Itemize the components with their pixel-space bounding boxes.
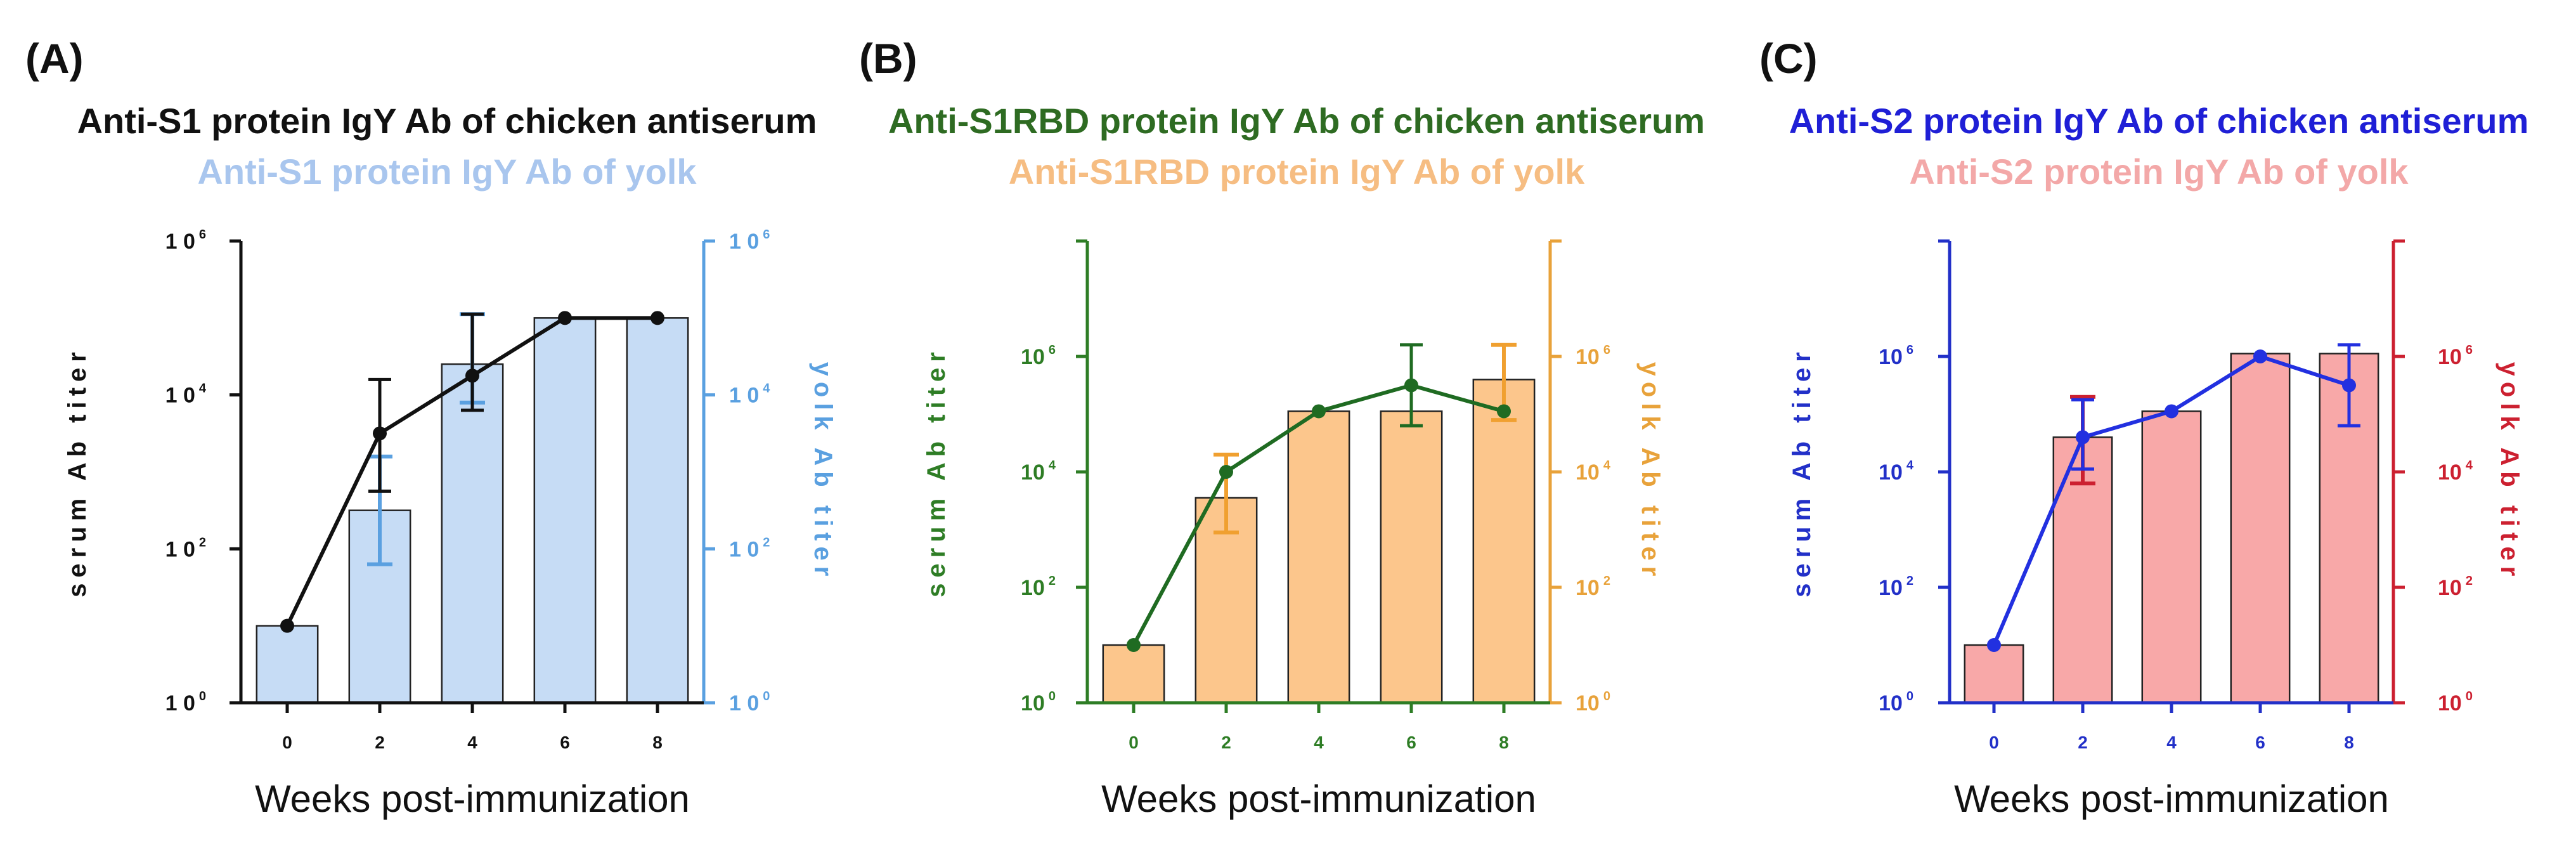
y-axis-label-right: yolk Ab titer — [1636, 362, 1664, 582]
y-tick-label-left: 10 2 — [1879, 574, 1913, 600]
point-serum-week-2 — [2076, 430, 2090, 445]
x-tick-label-week-8: 8 — [652, 733, 663, 752]
x-tick-label-week-4: 4 — [2166, 733, 2177, 752]
y-tick-label-left: 10 6 — [1021, 343, 1056, 369]
point-serum-week-6 — [1404, 378, 1418, 393]
point-serum-week-2 — [1219, 465, 1233, 479]
bar-yolk-week-6 — [2230, 353, 2291, 704]
y-tick-label-right: 10 4 — [2438, 459, 2473, 485]
point-serum-week-4 — [2165, 404, 2178, 419]
chart-title-yolk: Anti-S2 protein IgY Ab of yolk — [1909, 152, 2409, 192]
y-tick-label-left: 10 0 — [1879, 689, 1913, 715]
bar-yolk-week-6 — [1380, 410, 1443, 704]
chart-title-yolk: Anti-S1 protein IgY Ab of yolk — [197, 152, 697, 192]
bar-yolk-week-4 — [1287, 410, 1350, 704]
y-tick-label-left: 10 4 — [1879, 459, 1914, 485]
x-axis-label: Weeks post-immunization — [1954, 778, 2389, 820]
y-axis-label-left: serum Ab titer — [1788, 346, 1816, 597]
panel-letter: (B) — [859, 35, 917, 82]
chart-title-yolk: Anti-S1RBD protein IgY Ab of yolk — [1009, 152, 1585, 192]
y-tick-label-right: 10 6 — [2438, 343, 2473, 369]
x-tick-label-week-8: 8 — [1499, 733, 1509, 752]
y-tick-label-right: 10 6 — [1576, 343, 1610, 369]
x-tick-label-week-0: 0 — [282, 733, 292, 752]
x-tick-label-week-4: 4 — [1314, 733, 1324, 752]
y-tick-label-right: 10 4 — [1576, 459, 1611, 485]
y-tick-label-left: 10 6 — [1879, 343, 1913, 369]
y-tick-label-right: 10 0 — [2438, 689, 2473, 715]
panel-c: (C) Anti-S2 protein IgY Ab of chicken ant… — [1759, 35, 2528, 820]
x-tick-label-week-2: 2 — [375, 733, 385, 752]
bar-yolk-week-0 — [1102, 644, 1165, 704]
x-tick-label-week-2: 2 — [1221, 733, 1231, 752]
x-tick-label-week-0: 0 — [1989, 733, 1999, 752]
y-tick-label-left: 10 4 — [1021, 459, 1056, 485]
bar-yolk-week-4 — [441, 363, 504, 704]
x-tick-label-week-2: 2 — [2078, 733, 2088, 752]
point-serum-week-0 — [1987, 638, 2001, 652]
chart-title-antiserum: Anti-S2 protein IgY Ab of chicken antise… — [1789, 101, 2529, 141]
x-axis-label: Weeks post-immunization — [255, 778, 690, 820]
point-serum-week-0 — [1127, 638, 1141, 652]
y-tick-label-right: 10 2 — [1576, 574, 1610, 600]
x-tick-label-week-8: 8 — [2344, 733, 2354, 752]
panel-b: (B) Anti-S1RBD protein IgY Ab of chicken … — [859, 35, 1705, 820]
point-serum-week-2 — [373, 426, 387, 441]
y-tick-label-left: 10 2 — [1021, 574, 1056, 600]
bar-yolk-week-0 — [1964, 644, 2024, 704]
chart-title-antiserum: Anti-S1 protein IgY Ab of chicken antise… — [77, 101, 817, 141]
x-tick-label-week-6: 6 — [560, 733, 570, 752]
y-axis-label-left: serum Ab titer — [63, 346, 91, 597]
y-tick-label-right: 10 0 — [1576, 689, 1610, 715]
point-serum-week-4 — [1312, 404, 1326, 419]
point-serum-week-8 — [1497, 404, 1511, 419]
x-tick-label-week-6: 6 — [1406, 733, 1416, 752]
bar-yolk-week-6 — [533, 317, 597, 704]
bar-yolk-week-8 — [626, 317, 689, 704]
y-axis-label-right: yolk Ab titer — [809, 362, 837, 582]
x-tick-label-week-6: 6 — [2255, 733, 2265, 752]
bar-yolk-week-4 — [2141, 410, 2202, 704]
panel-letter: (A) — [25, 35, 84, 82]
y-tick-label-left: 10 0 — [1021, 689, 1056, 715]
point-serum-week-8 — [650, 311, 664, 325]
point-serum-week-6 — [558, 311, 572, 325]
panel-a: (A) Anti-S1 protein IgY Ab of chicken ant… — [25, 35, 837, 820]
point-serum-week-0 — [280, 618, 294, 633]
point-serum-week-4 — [465, 369, 479, 383]
panel-letter: (C) — [1759, 35, 1818, 82]
y-axis-label-right: yolk Ab titer — [2495, 362, 2523, 582]
bar-yolk-week-0 — [256, 625, 319, 704]
y-axis-label-left: serum Ab titer — [922, 346, 950, 597]
bar-yolk-week-8 — [1472, 379, 1536, 704]
chart-title-antiserum: Anti-S1RBD protein IgY Ab of chicken ant… — [888, 101, 1705, 141]
x-tick-label-week-0: 0 — [1129, 733, 1139, 752]
x-axis-label: Weeks post-immunization — [1101, 778, 1536, 820]
point-serum-week-6 — [2253, 349, 2267, 363]
x-tick-label-week-4: 4 — [467, 733, 477, 752]
y-tick-label-right: 10 2 — [2438, 574, 2473, 600]
point-serum-week-8 — [2342, 378, 2356, 393]
errorbar-serum-week-4 — [461, 312, 484, 412]
